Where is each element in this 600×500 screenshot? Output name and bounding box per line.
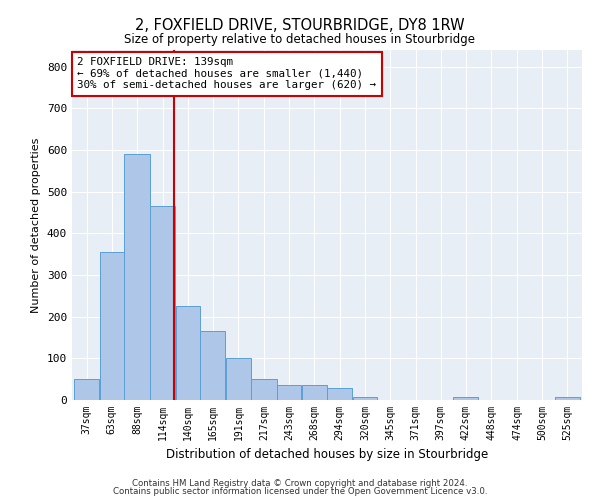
Bar [251,379,277,400]
Bar [554,396,580,400]
Bar [302,386,327,400]
Bar [176,306,200,400]
Bar [226,358,251,400]
Bar [124,154,149,400]
Text: Size of property relative to detached houses in Stourbridge: Size of property relative to detached ho… [125,32,476,46]
Text: 2, FOXFIELD DRIVE, STOURBRIDGE, DY8 1RW: 2, FOXFIELD DRIVE, STOURBRIDGE, DY8 1RW [135,18,465,32]
Bar [453,396,478,400]
Bar [327,388,352,400]
Bar [277,386,301,400]
X-axis label: Distribution of detached houses by size in Stourbridge: Distribution of detached houses by size … [166,448,488,462]
Bar [74,379,100,400]
Text: 2 FOXFIELD DRIVE: 139sqm
← 69% of detached houses are smaller (1,440)
30% of sem: 2 FOXFIELD DRIVE: 139sqm ← 69% of detach… [77,57,376,90]
Bar [150,206,175,400]
Text: Contains public sector information licensed under the Open Government Licence v3: Contains public sector information licen… [113,487,487,496]
Text: Contains HM Land Registry data © Crown copyright and database right 2024.: Contains HM Land Registry data © Crown c… [132,478,468,488]
Bar [353,396,377,400]
Y-axis label: Number of detached properties: Number of detached properties [31,138,41,312]
Bar [200,331,226,400]
Bar [100,252,124,400]
